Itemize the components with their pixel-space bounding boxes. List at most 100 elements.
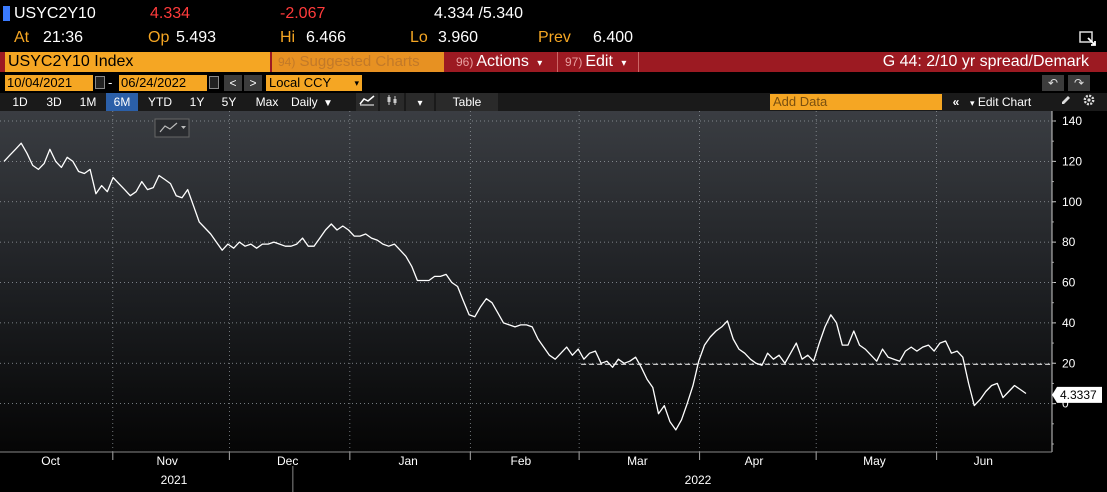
- frequency-label: Daily: [291, 95, 318, 109]
- start-date-field[interactable]: 10/04/2021: [5, 75, 93, 91]
- frequency-select[interactable]: Daily ▼: [291, 93, 351, 111]
- period-6m-button[interactable]: 6M: [106, 93, 138, 111]
- add-data-input[interactable]: Add Data: [770, 94, 942, 110]
- high-value: 6.466: [306, 29, 347, 46]
- actions-number: 96): [456, 55, 474, 69]
- x-tick-label: Apr: [745, 454, 764, 468]
- chevron-down-icon: ▼: [323, 98, 333, 109]
- quote-row-secondary: At 21:36 Op 5.493 Hi 6.466 Lo 3.960 Prev…: [0, 29, 1107, 49]
- previous-range-button[interactable]: <: [224, 75, 242, 91]
- edit-pencil-icon[interactable]: [1058, 93, 1074, 111]
- x-axis: Oct Nov Dec Jan Feb Mar Apr May Jun 2021 2022: [0, 451, 1052, 492]
- chevron-down-icon: [181, 126, 186, 129]
- collapse-icon[interactable]: «: [952, 95, 960, 109]
- y-tick-label: 120: [1062, 154, 1082, 168]
- chevron-down-icon: ▾: [970, 98, 975, 108]
- title-divider: [557, 52, 558, 72]
- net-change: -2.067: [280, 5, 326, 22]
- candlestick-icon[interactable]: [380, 93, 404, 111]
- x-tick-label: Oct: [41, 454, 60, 468]
- y-tick-label: 80: [1062, 235, 1076, 249]
- period-5y-button[interactable]: 5Y: [221, 95, 237, 109]
- menu-expand-icon[interactable]: [1078, 30, 1098, 48]
- year-label-2022: 2022: [685, 473, 712, 487]
- edit-menu[interactable]: 97) Edit ▾: [565, 52, 626, 72]
- low-label: Lo: [410, 29, 428, 46]
- period-1y-button[interactable]: 1Y: [189, 95, 205, 109]
- at-time: 21:36: [43, 29, 84, 46]
- period-ytd-button[interactable]: YTD: [148, 95, 172, 109]
- x-tick-label: Nov: [157, 454, 178, 468]
- undo-icon[interactable]: ↶: [1042, 75, 1064, 91]
- security-field[interactable]: USYC2Y10 Index: [5, 52, 270, 72]
- year-label-2021: 2021: [161, 473, 188, 487]
- grid: [0, 111, 1052, 452]
- y-tick-label: 100: [1062, 195, 1082, 209]
- plot-background: [0, 111, 1052, 452]
- suggested-charts-label: Suggested Charts: [299, 53, 420, 70]
- calendar-icon[interactable]: [95, 76, 105, 89]
- period-3d-button[interactable]: 3D: [46, 95, 62, 109]
- high-label: Hi: [280, 29, 296, 46]
- bid-ask: 4.334 /5.340: [434, 5, 523, 22]
- period-1m-button[interactable]: 1M: [79, 95, 97, 109]
- quote-row-primary: USYC2Y10 4.334 -2.067 4.334 /5.340: [0, 5, 1107, 25]
- last-value-box: [1052, 386, 1102, 403]
- chevron-down-icon: ▾: [537, 58, 543, 69]
- last-value-label: 4.3337: [1060, 388, 1097, 402]
- x-tick-label: Mar: [627, 454, 648, 468]
- suggested-charts-number: 94): [278, 55, 296, 69]
- at-label: At: [14, 29, 30, 46]
- chart-area[interactable]: 0 20 40 60 80 100 120 140 4.3337 Oct Nov Dec Jan Feb…: [0, 111, 1107, 492]
- edit-chart-button[interactable]: ▾ Edit Chart: [970, 93, 1054, 111]
- end-date-field[interactable]: 06/24/2022: [119, 75, 207, 91]
- prev-value: 6.400: [593, 29, 634, 46]
- ticker-marker: [3, 6, 10, 21]
- date-separator: -: [108, 75, 113, 90]
- edit-number: 97): [565, 55, 583, 69]
- line-chart-icon[interactable]: [356, 93, 378, 111]
- table-button[interactable]: Table: [436, 93, 498, 111]
- legend-toggle[interactable]: [154, 118, 190, 138]
- period-max-button[interactable]: Max: [255, 95, 279, 109]
- y-axis: 0 20 40 60 80 100 120 140 4.3337: [1051, 111, 1102, 452]
- last-price: 4.334: [150, 5, 191, 22]
- actions-label: Actions: [476, 53, 529, 70]
- chart-type-dropdown[interactable]: ▾: [406, 93, 434, 111]
- ticker-symbol[interactable]: USYC2Y10: [14, 5, 96, 22]
- chevron-down-icon: ▾: [417, 98, 423, 109]
- x-tick-label: Dec: [277, 454, 298, 468]
- y-tick-label: 60: [1062, 276, 1076, 290]
- period-1d-button[interactable]: 1D: [12, 95, 28, 109]
- currency-select[interactable]: Local CCY ▾: [266, 75, 362, 91]
- x-tick-label: Jun: [974, 454, 993, 468]
- title-divider: [638, 52, 639, 72]
- series-layer: [3, 142, 1027, 431]
- x-tick-label: Jan: [398, 454, 417, 468]
- y-tick-label: 0: [1062, 397, 1069, 411]
- chart-name: G 44: 2/10 yr spread/Demark: [882, 53, 1089, 70]
- legend-line-icon: [159, 122, 178, 133]
- prev-label: Prev: [538, 29, 571, 46]
- next-range-button[interactable]: >: [244, 75, 262, 91]
- open-label: Op: [148, 29, 170, 46]
- calendar-icon[interactable]: [209, 76, 219, 89]
- currency-label: Local CCY: [269, 75, 332, 90]
- y-tick-label: 20: [1062, 356, 1076, 370]
- redo-icon[interactable]: ↷: [1068, 75, 1090, 91]
- chevron-down-icon: ▾: [354, 78, 359, 88]
- y-tick-label: 140: [1062, 114, 1082, 128]
- edit-chart-label: Edit Chart: [977, 95, 1032, 109]
- last-value-marker: 4.3337: [1052, 386, 1102, 403]
- series-line: [3, 142, 1027, 431]
- low-value: 3.960: [438, 29, 479, 46]
- y-tick-label: 40: [1062, 316, 1076, 330]
- x-tick-label: May: [863, 454, 886, 468]
- open-value: 5.493: [176, 29, 217, 46]
- actions-menu[interactable]: 96) Actions ▾: [456, 52, 542, 72]
- x-tick-label: Feb: [510, 454, 531, 468]
- edit-label: Edit: [585, 53, 613, 70]
- gear-icon[interactable]: [1080, 93, 1098, 111]
- chevron-down-icon: ▾: [621, 58, 627, 69]
- suggested-charts-button[interactable]: 94) Suggested Charts: [272, 52, 444, 72]
